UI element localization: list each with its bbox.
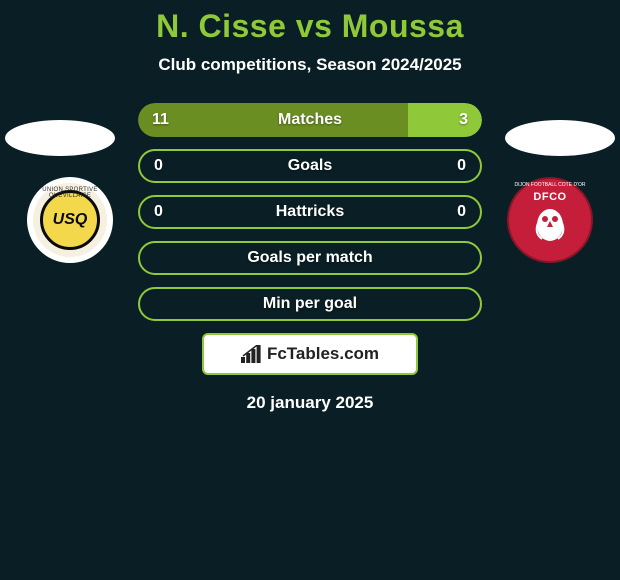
infographic-container: N. Cisse vs Moussa Club competitions, Se… xyxy=(0,0,620,413)
bar-value-right: 3 xyxy=(459,111,468,129)
fctables-text: FcTables.com xyxy=(267,344,379,364)
stat-bars: Matches113Goals00Hattricks00Goals per ma… xyxy=(138,103,482,321)
badge-left-center-text: USQ xyxy=(53,211,88,229)
page-title: N. Cisse vs Moussa xyxy=(0,8,620,45)
stat-bar-row: Goals0 0 xyxy=(138,149,482,183)
fctables-watermark: FcTables.com xyxy=(202,333,418,375)
club-badge-right: DIJON FOOTBALL COTE D'OR DFCO xyxy=(507,177,593,263)
badge-left-ring-text: UNION SPORTIVE QUEVILLAISE xyxy=(33,187,107,199)
stat-bar-row: Matches11 3 xyxy=(138,103,482,137)
bar-value-left: 0 xyxy=(154,157,163,175)
badge-right-arc-text: DIJON FOOTBALL COTE D'OR xyxy=(514,182,585,188)
bar-value-right: 0 xyxy=(457,203,466,221)
decoration-ellipse-right xyxy=(505,120,615,156)
stat-bar-row: Hattricks0 0 xyxy=(138,195,482,229)
bar-label: Matches xyxy=(138,111,482,129)
stat-bar-row: Goals per match xyxy=(138,241,482,275)
bar-value-left: 0 xyxy=(154,203,163,221)
decoration-ellipse-left xyxy=(5,120,115,156)
subtitle: Club competitions, Season 2024/2025 xyxy=(0,55,620,75)
bar-label: Goals xyxy=(140,157,480,175)
bar-value-right: 0 xyxy=(457,157,466,175)
owl-icon xyxy=(532,205,568,245)
stat-bar-row: Min per goal xyxy=(138,287,482,321)
badge-right-top-text: DFCO xyxy=(533,191,566,203)
bar-label: Goals per match xyxy=(140,249,480,267)
bar-value-left: 11 xyxy=(152,111,169,129)
bar-label: Hattricks xyxy=(140,203,480,221)
date-text: 20 january 2025 xyxy=(0,393,620,413)
bar-chart-icon xyxy=(241,345,263,363)
bar-label: Min per goal xyxy=(140,295,480,313)
club-badge-left: UNION SPORTIVE QUEVILLAISE USQ xyxy=(27,177,113,263)
badge-left-inner: USQ xyxy=(40,190,100,250)
